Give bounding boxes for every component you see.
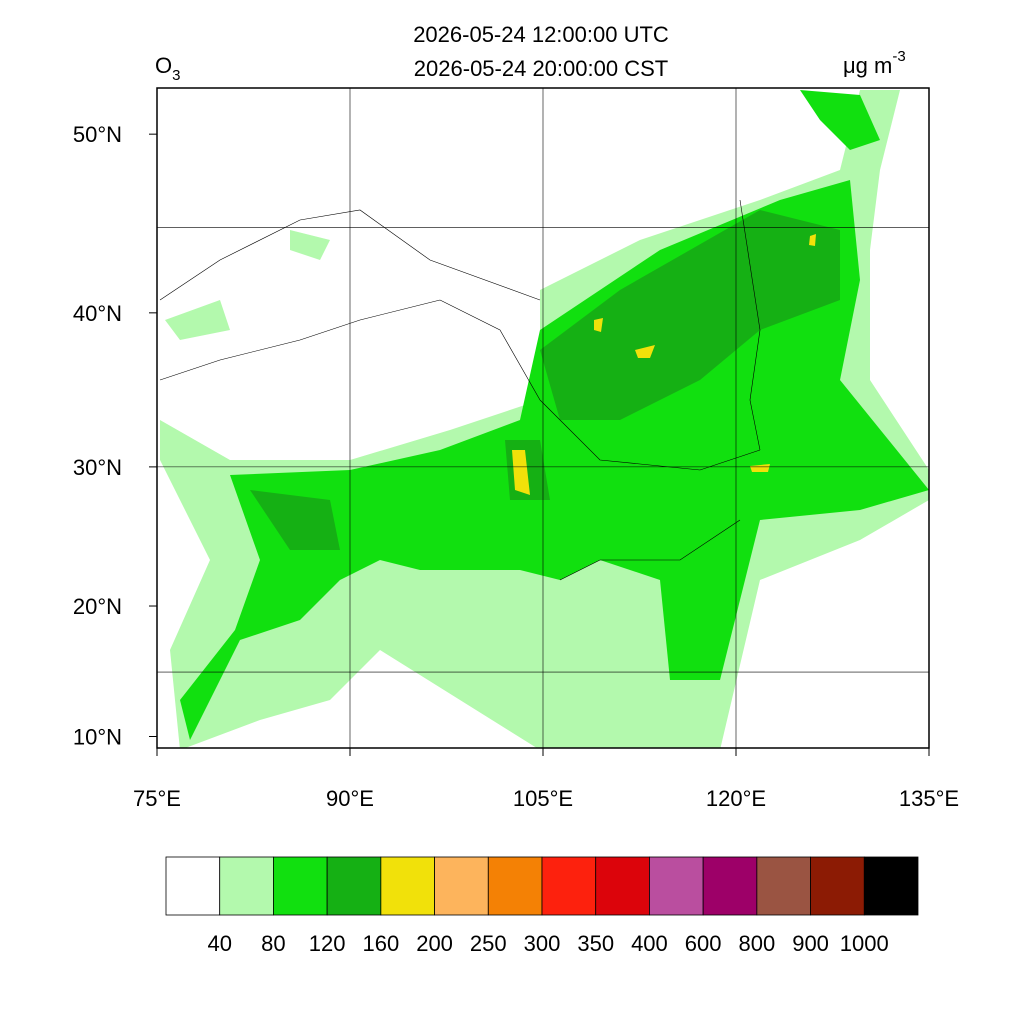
- colorbar-label: 1000: [840, 931, 889, 956]
- colorbar-label: 120: [309, 931, 346, 956]
- y-tick-label: 50°N: [73, 122, 122, 147]
- colorbar-box: [487, 856, 543, 916]
- colorbar-label: 900: [792, 931, 829, 956]
- y-tick-label: 10°N: [73, 725, 122, 750]
- title-line: 2026-05-24 20:00:00 CST: [414, 56, 668, 81]
- colorbar-label: 40: [207, 931, 231, 956]
- units-label: μg m-3: [843, 48, 906, 78]
- colorbar-label: 400: [631, 931, 668, 956]
- colorbar-label: 160: [362, 931, 399, 956]
- colorbar-label: 300: [524, 931, 561, 956]
- colorbar-label: 800: [738, 931, 775, 956]
- colorbar-box: [165, 856, 221, 916]
- y-tick-label: 30°N: [73, 455, 122, 480]
- x-tick-label: 90°E: [326, 786, 374, 811]
- colorbar-label: 250: [470, 931, 507, 956]
- level-120-160: [250, 210, 840, 550]
- variable-label: O3: [155, 53, 180, 84]
- colorbar-box: [702, 856, 758, 916]
- y-tick-label: 40°N: [73, 301, 122, 326]
- x-tick-label: 105°E: [513, 786, 573, 811]
- borders: [159, 199, 761, 581]
- colorbar-box: [273, 856, 328, 916]
- colorbar-box: [434, 856, 489, 916]
- title-line: 2026-05-24 12:00:00 UTC: [413, 22, 669, 47]
- ozone-field: [159, 90, 929, 748]
- colorbar-box: [863, 856, 919, 916]
- colorbar-box: [380, 856, 435, 916]
- x-tick-label: 75°E: [133, 786, 181, 811]
- colorbar-box: [810, 856, 865, 916]
- colorbar-box: [326, 856, 382, 916]
- colorbar-label: 350: [577, 931, 614, 956]
- colorbar-label: 200: [416, 931, 453, 956]
- x-tick-label: 135°E: [899, 786, 959, 811]
- x-tick-label: 120°E: [706, 786, 766, 811]
- colorbar-box: [219, 856, 274, 916]
- colorbar-box: [541, 856, 597, 916]
- y-tick-label: 20°N: [73, 594, 122, 619]
- colorbar-label: 600: [685, 931, 722, 956]
- colorbar-box: [756, 856, 811, 916]
- colorbar-box: [649, 856, 704, 916]
- colorbar-label: 80: [261, 931, 285, 956]
- colorbar-box: [595, 856, 650, 916]
